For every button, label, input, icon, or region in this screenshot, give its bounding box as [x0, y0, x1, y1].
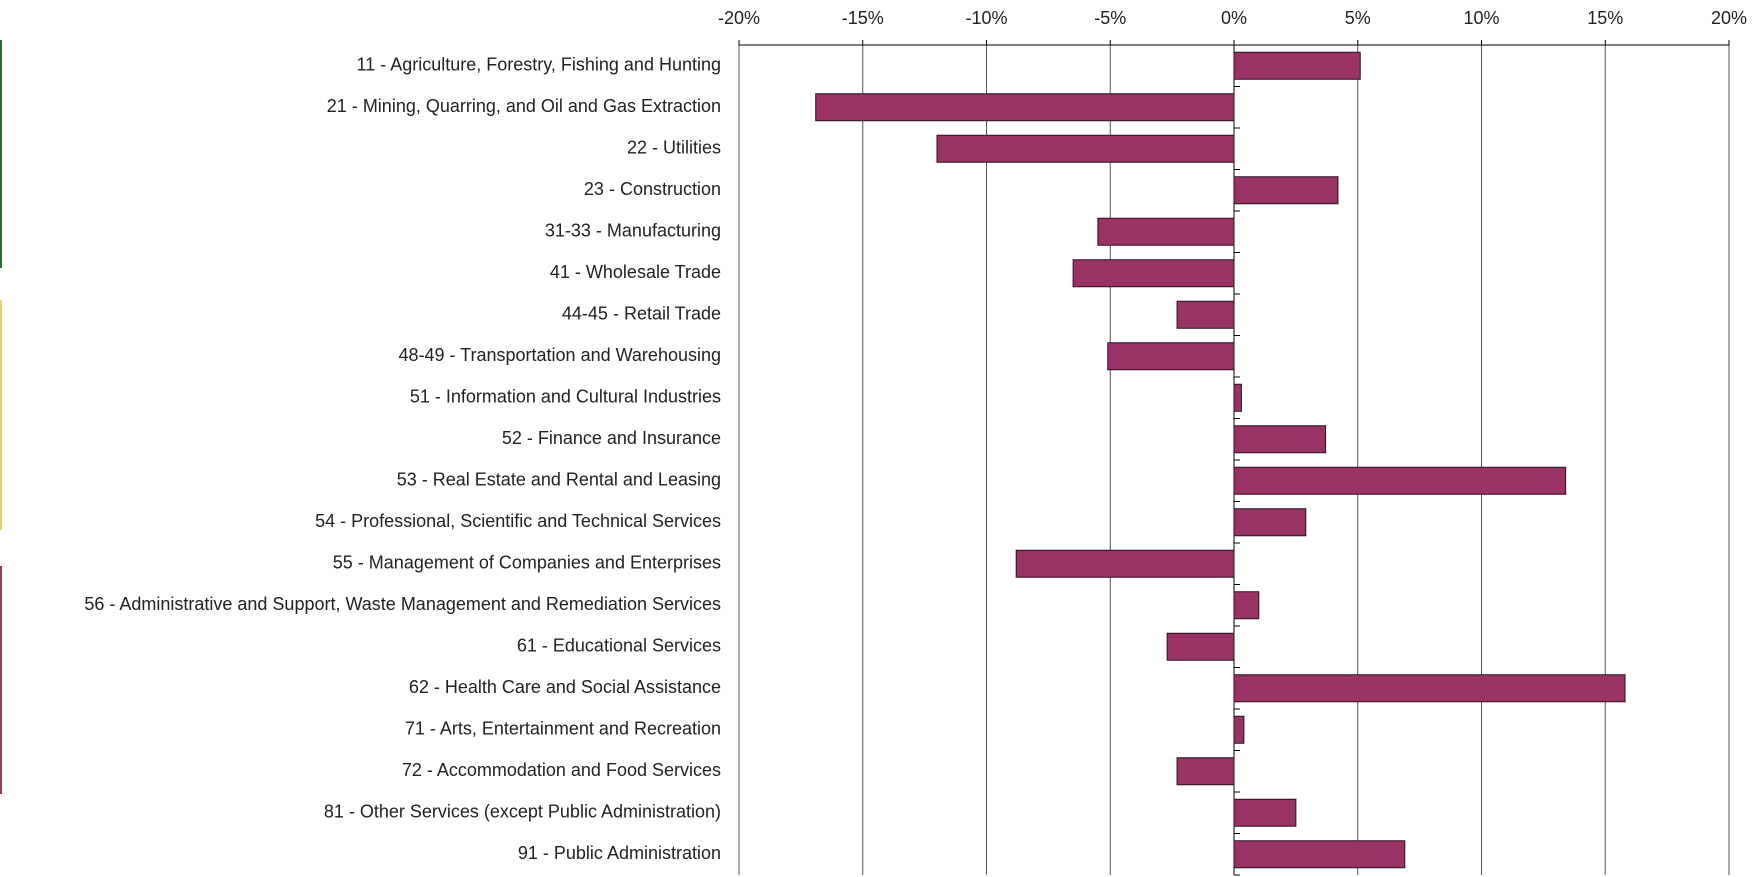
y-tick-label: 81 - Other Services (except Public Admin…: [324, 802, 721, 822]
bar: [1097, 217, 1235, 246]
x-tick-label: 5%: [1345, 8, 1371, 28]
y-tick-label: 44-45 - Retail Trade: [562, 304, 721, 324]
y-tick-label: 72 - Accommodation and Food Services: [402, 760, 721, 780]
y-tick-label: 51 - Information and Cultural Industries: [410, 387, 721, 407]
x-tick-label: -20%: [718, 8, 760, 28]
bar: [1233, 591, 1260, 620]
y-tick-label: 91 - Public Administration: [518, 843, 721, 863]
y-tick-label: 48-49 - Transportation and Warehousing: [398, 345, 721, 365]
x-tick-label: 0%: [1221, 8, 1247, 28]
bar: [1015, 549, 1235, 578]
bar: [1233, 715, 1245, 744]
bar: [1233, 466, 1567, 495]
bar: [1233, 798, 1297, 827]
y-tick-label: 23 - Construction: [584, 179, 721, 199]
y-tick-label: 22 - Utilities: [627, 138, 721, 158]
bar: [936, 134, 1235, 163]
bar: [1176, 757, 1235, 786]
y-tick-label: 53 - Real Estate and Rental and Leasing: [397, 470, 721, 490]
y-tick-label: 56 - Administrative and Support, Waste M…: [84, 594, 721, 614]
bar: [1233, 51, 1361, 80]
bar: [1233, 674, 1626, 703]
y-tick-label: 21 - Mining, Quarring, and Oil and Gas E…: [327, 96, 721, 116]
x-tick-label: 10%: [1463, 8, 1499, 28]
bar: [1233, 840, 1406, 869]
bar: [1233, 383, 1242, 412]
y-tick-label: 62 - Health Care and Social Assistance: [409, 677, 721, 697]
bar: [1233, 508, 1307, 537]
y-tick-label: 52 - Finance and Insurance: [502, 428, 721, 448]
y-tick-label: 31-33 - Manufacturing: [545, 221, 721, 241]
bar: [1107, 342, 1235, 371]
bar: [1233, 425, 1327, 454]
x-tick-label: -10%: [965, 8, 1007, 28]
x-tick-label: -15%: [842, 8, 884, 28]
y-tick-label: 55 - Management of Companies and Enterpr…: [333, 553, 721, 573]
x-tick-label: 20%: [1711, 8, 1747, 28]
x-tick-label: 15%: [1587, 8, 1623, 28]
bar: [1072, 259, 1235, 288]
bar: [815, 93, 1235, 122]
y-tick-label: 71 - Arts, Entertainment and Recreation: [405, 719, 721, 739]
y-tick-label: 54 - Professional, Scientific and Techni…: [315, 511, 721, 531]
bar: [1176, 300, 1235, 329]
bar: [1233, 176, 1339, 205]
y-tick-label: 11 - Agriculture, Forestry, Fishing and …: [357, 55, 722, 75]
x-tick-label: -5%: [1094, 8, 1126, 28]
y-tick-label: 41 - Wholesale Trade: [550, 262, 721, 282]
y-tick-label: 61 - Educational Services: [517, 636, 721, 656]
bar: [1166, 632, 1235, 661]
